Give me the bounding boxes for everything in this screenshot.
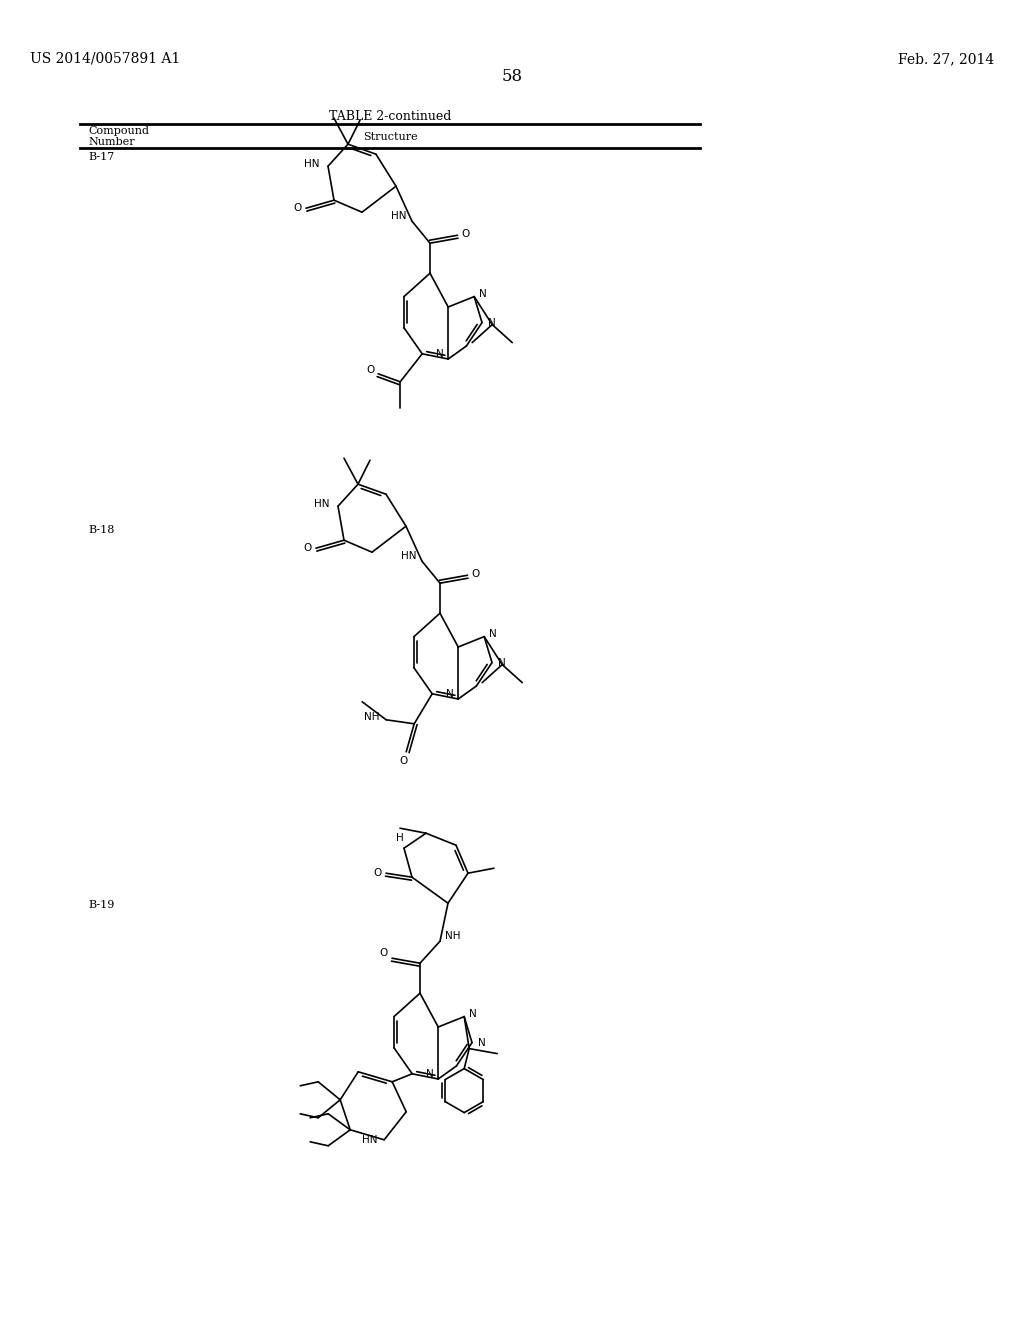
Text: B-19: B-19 (88, 900, 115, 909)
Text: HN: HN (391, 211, 407, 222)
Text: N: N (446, 689, 454, 700)
Text: Compound: Compound (88, 125, 150, 136)
Text: TABLE 2-continued: TABLE 2-continued (329, 110, 452, 123)
Text: 58: 58 (502, 69, 522, 84)
Text: H: H (396, 833, 403, 843)
Text: N: N (436, 348, 444, 359)
Text: N: N (488, 318, 496, 327)
Text: O: O (380, 948, 388, 958)
Text: N: N (469, 1008, 477, 1019)
Text: O: O (374, 869, 382, 878)
Text: Structure: Structure (362, 132, 418, 143)
Text: N: N (498, 657, 506, 668)
Text: O: O (472, 569, 480, 579)
Text: HN: HN (401, 552, 417, 561)
Text: O: O (304, 544, 312, 553)
Text: NH: NH (365, 711, 380, 722)
Text: Feb. 27, 2014: Feb. 27, 2014 (898, 51, 994, 66)
Text: N: N (426, 1069, 434, 1078)
Text: HN: HN (362, 1135, 378, 1144)
Text: HN: HN (314, 499, 330, 510)
Text: NH: NH (445, 931, 461, 941)
Text: N: N (479, 289, 487, 298)
Text: O: O (462, 230, 470, 239)
Text: HN: HN (304, 160, 319, 169)
Text: O: O (366, 364, 375, 375)
Text: Number: Number (88, 137, 134, 147)
Text: US 2014/0057891 A1: US 2014/0057891 A1 (30, 51, 180, 66)
Text: N: N (478, 1038, 485, 1048)
Text: B-17: B-17 (88, 152, 115, 162)
Text: O: O (399, 756, 408, 766)
Text: N: N (489, 628, 497, 639)
Text: O: O (294, 203, 302, 214)
Text: B-18: B-18 (88, 525, 115, 535)
